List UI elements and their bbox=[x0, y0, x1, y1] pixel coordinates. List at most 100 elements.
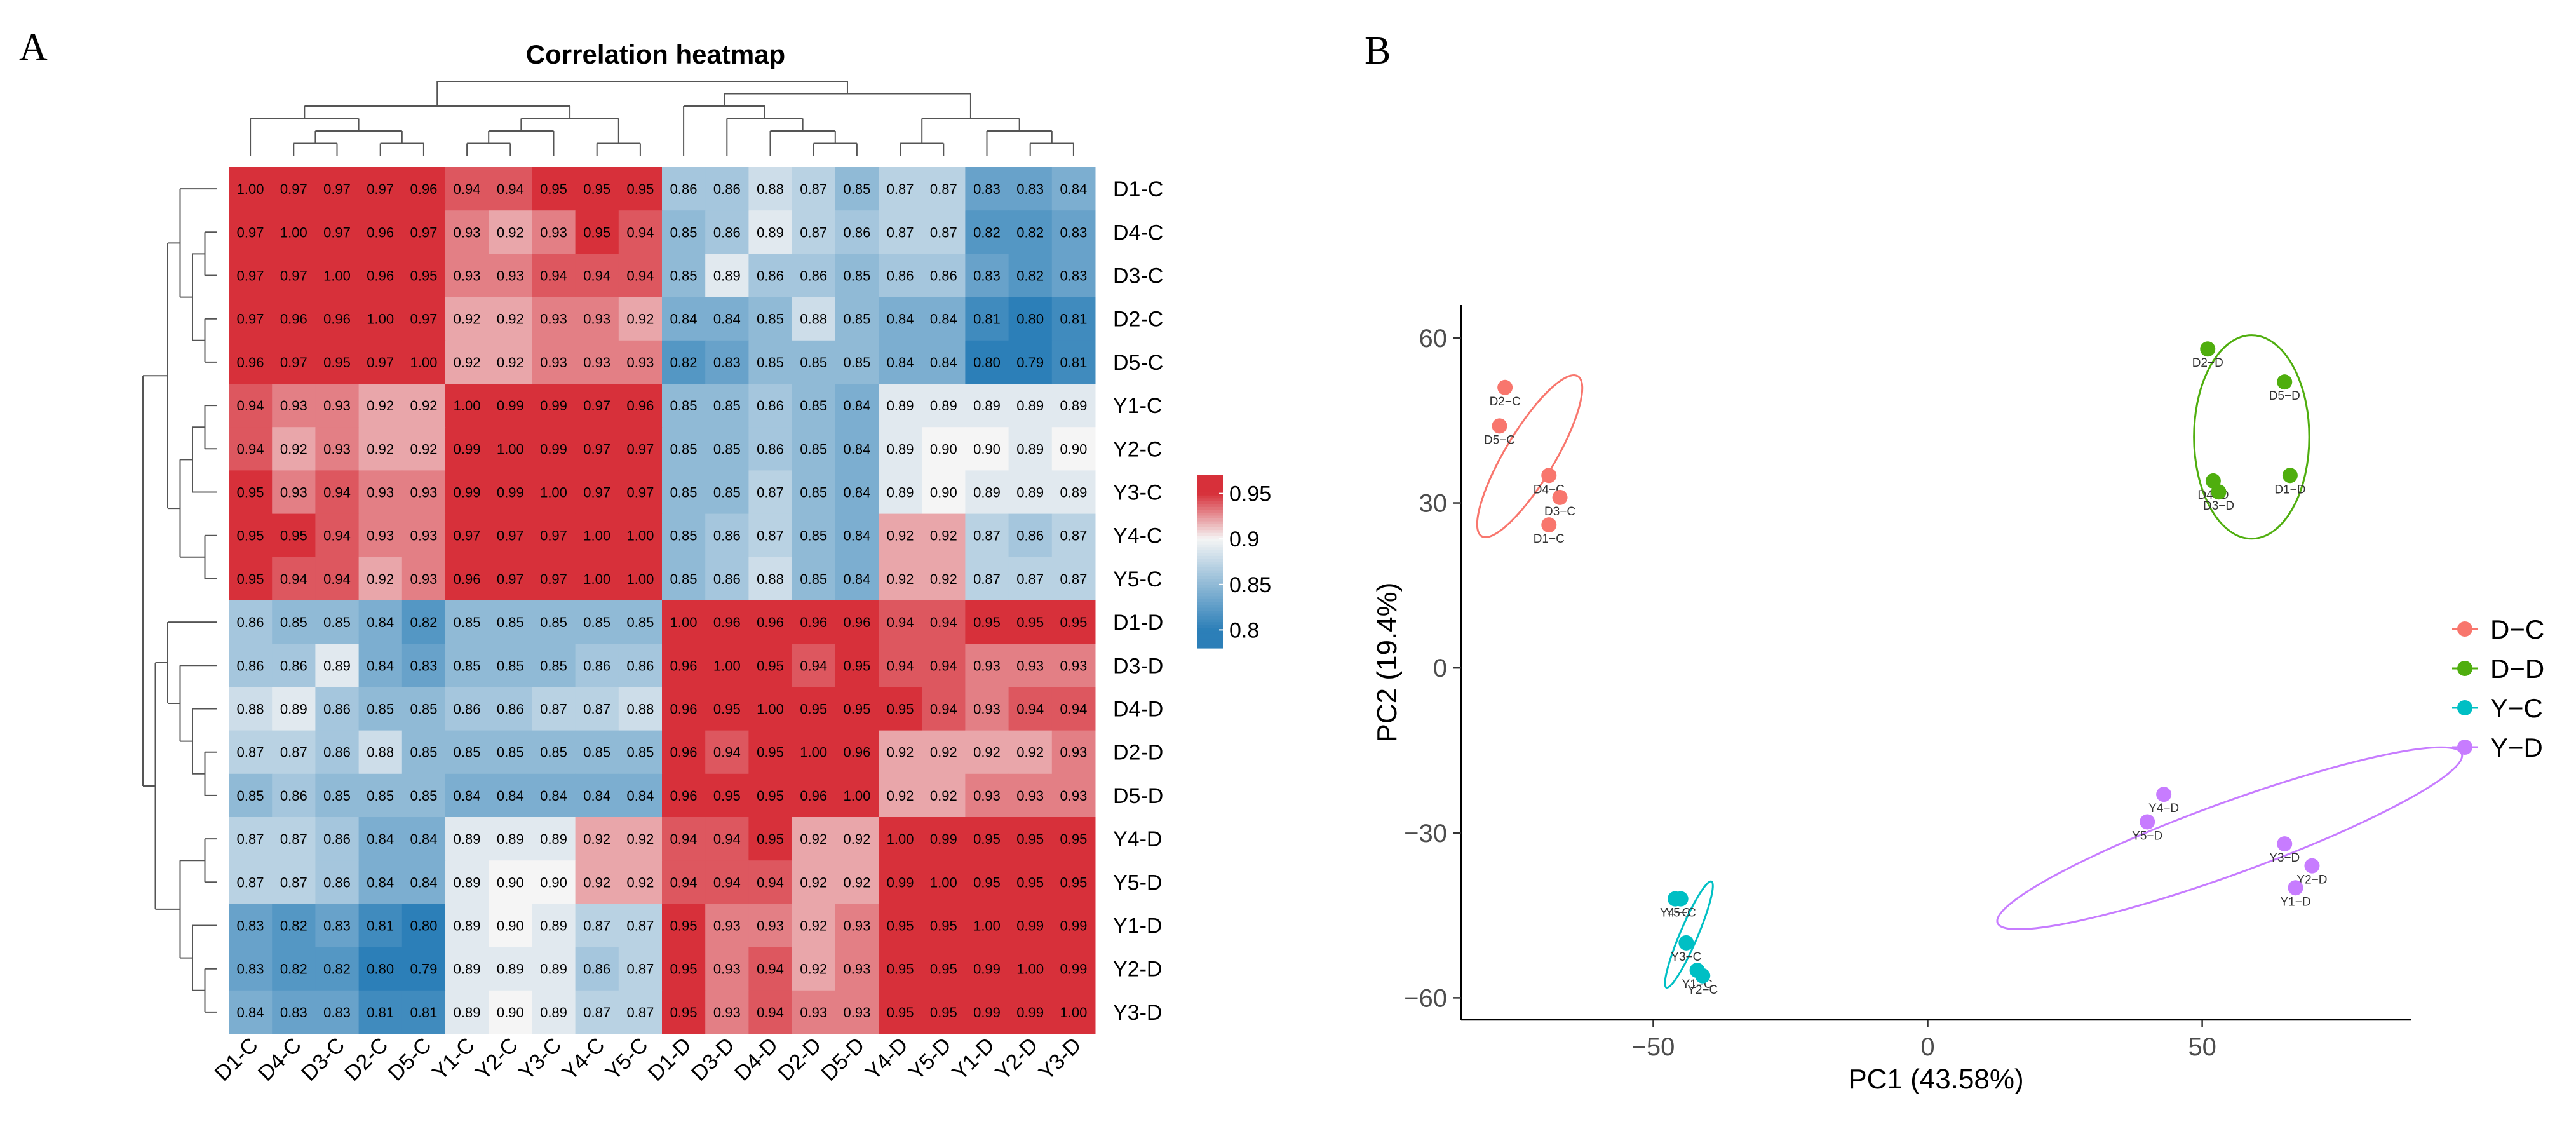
heatmap-col-label: D5-C bbox=[384, 1033, 436, 1086]
heatmap-cell bbox=[358, 860, 403, 904]
heatmap-cell-value: 0.84 bbox=[887, 311, 914, 327]
heatmap-cell-value: 0.89 bbox=[280, 701, 307, 717]
data-point bbox=[2277, 374, 2293, 390]
heatmap-cell-value: 1.00 bbox=[1016, 961, 1044, 977]
heatmap-cell bbox=[358, 687, 403, 731]
heatmap-cell-value: 0.89 bbox=[454, 831, 481, 847]
heatmap-cell bbox=[922, 644, 966, 687]
heatmap-cell bbox=[358, 730, 403, 775]
heatmap-cell-value: 0.92 bbox=[497, 311, 524, 327]
heatmap-cell bbox=[532, 860, 576, 904]
heatmap-row-label: D1-C bbox=[1113, 177, 1163, 201]
heatmap-cell bbox=[662, 427, 706, 471]
heatmap-cell-value: 0.92 bbox=[887, 745, 914, 761]
confidence-ellipse bbox=[1476, 374, 1584, 538]
heatmap-cell-value: 1.00 bbox=[367, 311, 394, 327]
heatmap-cell-value: 1.00 bbox=[583, 528, 610, 544]
color-legend-segment bbox=[1197, 633, 1223, 637]
heatmap-cell-value: 0.96 bbox=[670, 745, 698, 761]
heatmap-row-label: D5-C bbox=[1113, 351, 1163, 375]
heatmap-cell bbox=[965, 427, 1009, 471]
heatmap-row-label: D3-C bbox=[1113, 264, 1163, 288]
data-point-label: Y2−D bbox=[2296, 874, 2327, 887]
heatmap-row-label: D5-D bbox=[1113, 784, 1163, 808]
heatmap-cell bbox=[879, 557, 922, 601]
heatmap-cell bbox=[1051, 600, 1096, 644]
heatmap-cell bbox=[922, 470, 966, 515]
heatmap-cell bbox=[1008, 773, 1053, 818]
heatmap-row-label: D4-C bbox=[1113, 220, 1163, 245]
legend-label: D−C bbox=[2490, 614, 2544, 644]
heatmap-cell-value: 0.94 bbox=[713, 874, 741, 890]
heatmap-cell-value: 1.00 bbox=[280, 224, 307, 240]
heatmap-cell bbox=[792, 470, 836, 515]
heatmap-cell bbox=[401, 210, 446, 254]
heatmap-cell bbox=[705, 427, 749, 471]
heatmap-cell bbox=[315, 860, 360, 904]
heatmap-cell-value: 0.84 bbox=[583, 788, 610, 804]
color-legend-segment bbox=[1197, 570, 1223, 574]
heatmap-cell bbox=[229, 860, 273, 904]
color-legend-segment bbox=[1197, 550, 1223, 553]
heatmap-cell bbox=[965, 210, 1009, 254]
heatmap-cell bbox=[445, 644, 489, 687]
heatmap-cell-value: 0.96 bbox=[367, 224, 394, 240]
heatmap-cell bbox=[489, 644, 532, 687]
heatmap-cell-value: 0.85 bbox=[626, 745, 654, 761]
heatmap-cell bbox=[401, 470, 446, 515]
heatmap-cell bbox=[965, 773, 1009, 818]
heatmap-cell bbox=[618, 340, 663, 384]
heatmap-cell bbox=[401, 817, 446, 861]
data-point-label: Y2−C bbox=[1687, 984, 1718, 997]
heatmap-cell-value: 0.95 bbox=[1060, 831, 1087, 847]
heatmap-cell bbox=[229, 384, 273, 428]
heatmap-cell bbox=[879, 860, 922, 904]
heatmap-cell-value: 0.83 bbox=[323, 918, 351, 934]
heatmap-cell-value: 0.93 bbox=[540, 355, 567, 370]
heatmap-cell-value: 1.00 bbox=[540, 485, 567, 501]
heatmap-cell-value: 0.84 bbox=[237, 1005, 264, 1020]
data-point-label: Y5−D bbox=[2132, 829, 2162, 843]
heatmap-cell-value: 0.97 bbox=[237, 311, 264, 327]
heatmap-cell bbox=[401, 687, 446, 731]
heatmap-cell bbox=[618, 904, 663, 948]
data-point-label: Y3−C bbox=[1671, 951, 1701, 964]
heatmap-cell bbox=[1051, 730, 1096, 775]
heatmap-cell-value: 0.83 bbox=[713, 355, 741, 370]
heatmap-cell bbox=[575, 773, 619, 818]
heatmap-cell-value: 0.87 bbox=[626, 918, 654, 934]
heatmap-cell bbox=[618, 730, 663, 775]
heatmap-cell-value: 0.97 bbox=[583, 485, 610, 501]
heatmap-cell bbox=[358, 384, 403, 428]
heatmap-cell bbox=[272, 990, 316, 1034]
heatmap-cell bbox=[922, 297, 966, 341]
heatmap-cell-value: 0.95 bbox=[626, 181, 654, 197]
heatmap-cell-value: 0.89 bbox=[540, 961, 567, 977]
heatmap-cell-value: 0.88 bbox=[367, 745, 394, 761]
heatmap-cell-value: 0.85 bbox=[800, 485, 827, 501]
legend-label: D−D bbox=[2490, 654, 2544, 684]
heatmap-cell bbox=[1008, 600, 1053, 644]
heatmap-cell bbox=[358, 904, 403, 948]
heatmap-cell bbox=[922, 730, 966, 775]
data-point bbox=[1492, 418, 1507, 434]
color-legend-label: 0.8 bbox=[1229, 618, 1259, 642]
heatmap-cell-value: 0.86 bbox=[323, 745, 351, 761]
color-legend-segment bbox=[1197, 555, 1223, 560]
heatmap-cell bbox=[705, 557, 749, 601]
heatmap-cell-value: 0.95 bbox=[843, 658, 870, 674]
color-legend-segment bbox=[1197, 585, 1223, 588]
color-legend-segment bbox=[1197, 630, 1223, 634]
data-point bbox=[2277, 836, 2293, 852]
color-legend-segment bbox=[1197, 602, 1223, 606]
heatmap-cell-value: 0.81 bbox=[410, 1005, 437, 1020]
heatmap-cell-value: 0.94 bbox=[930, 614, 957, 630]
heatmap-cell bbox=[662, 557, 706, 601]
heatmap-cell bbox=[965, 470, 1009, 515]
heatmap-cell bbox=[272, 817, 316, 861]
heatmap-cell bbox=[1008, 513, 1053, 558]
heatmap-cell-value: 0.93 bbox=[280, 485, 307, 501]
heatmap-cell-value: 0.85 bbox=[843, 311, 870, 327]
heatmap-cell-value: 0.89 bbox=[540, 1005, 567, 1020]
heatmap-cell-value: 0.92 bbox=[497, 224, 524, 240]
